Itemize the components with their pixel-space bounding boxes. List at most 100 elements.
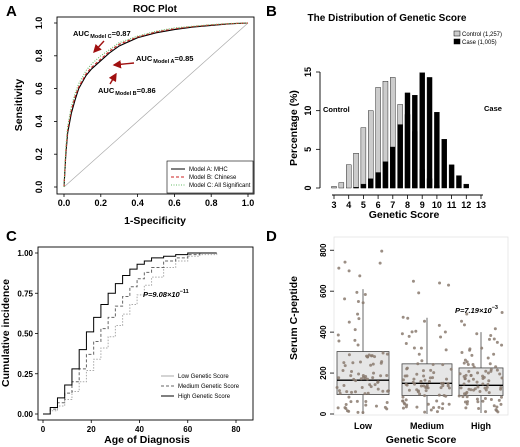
roc-x-ticks: 0.0 0.2 0.4 0.6 0.8 1.0 — [58, 194, 254, 208]
boxplot-point — [439, 335, 443, 339]
boxplot-point — [422, 374, 426, 378]
boxplot-point — [373, 383, 377, 387]
case-bar — [463, 183, 469, 189]
boxplot-point — [465, 402, 469, 406]
case-bar — [360, 183, 367, 189]
boxplot-point — [401, 406, 405, 410]
boxplot-point — [416, 362, 420, 366]
boxplot-point — [356, 312, 360, 316]
boxplot-point — [489, 368, 493, 372]
case-bar — [441, 139, 447, 189]
boxplot-point — [445, 377, 449, 381]
case-bar — [390, 146, 396, 189]
boxplot-point — [489, 398, 493, 402]
boxplot-point — [401, 395, 405, 399]
control-bar — [346, 164, 352, 189]
boxplot-point — [342, 384, 346, 388]
boxplot-point — [423, 410, 427, 414]
boxplot-point — [477, 407, 481, 411]
distribution-x-axis-label: Genetic Score — [369, 209, 440, 221]
boxplot-point — [487, 337, 491, 341]
boxplot-point — [337, 389, 341, 393]
incidence-y-tick-label: 0.25 — [17, 370, 33, 379]
incidence-y-ticks: 0.00 0.25 0.50 0.75 1.00 — [17, 249, 38, 419]
panel-label-a: A — [6, 3, 17, 20]
legend-swatch-control — [453, 30, 461, 37]
case-side-label: Case — [484, 104, 502, 113]
boxplot-point — [350, 369, 354, 373]
incidence-curve-high — [43, 252, 217, 415]
panel-d: D 0 200 400 600 800 Low Medium High Serum C-pe… — [266, 228, 509, 446]
distribution-y-axis-label: Percentage (%) — [288, 90, 300, 166]
boxplot-point — [345, 390, 349, 394]
incidence-legend: Low Genetic Score Medium Genetic Score H… — [161, 374, 240, 400]
incidence-y-tick-label: 0.75 — [17, 289, 33, 298]
incidence-x-tick-label: 0 — [41, 425, 46, 434]
boxplot-point — [336, 406, 340, 410]
boxplot-point — [485, 385, 489, 389]
boxplot-point — [432, 371, 436, 375]
boxplot-point — [441, 384, 445, 388]
legend-label-model-a: Model A: MHC — [189, 167, 228, 173]
boxplot-point — [481, 382, 485, 386]
roc-y-tick-label: 0.2 — [34, 148, 44, 161]
boxplot-point — [500, 311, 504, 315]
boxplot-point — [406, 316, 410, 320]
roc-x-axis-label: 1-Specificity — [124, 215, 186, 227]
boxplot-point — [495, 368, 499, 372]
roc-x-tick-label: 0.8 — [205, 198, 218, 208]
boxplot-point — [467, 369, 471, 373]
boxplot-point — [417, 291, 421, 295]
panel-b: B The Distribution of Genetic Score 0 5 10… — [266, 3, 502, 221]
boxplot-point — [470, 353, 474, 357]
boxplot-point — [467, 387, 471, 391]
control-bar — [360, 127, 367, 189]
boxplot-point — [437, 405, 441, 409]
distribution-x-tick-label: 10 — [432, 200, 442, 210]
boxplot-point — [419, 384, 423, 388]
incidence-y-tick-label: 0.50 — [17, 330, 33, 339]
boxplot-y-tick-label: 400 — [319, 325, 328, 339]
boxplot-y-tick-label: 200 — [319, 366, 328, 380]
incidence-x-tick-label: 80 — [232, 425, 241, 434]
roc-y-tick-label: 0.8 — [34, 50, 44, 63]
boxplot-point — [347, 395, 351, 399]
legend-swatch-case — [453, 38, 461, 45]
legend-label-model-b: Model B: Chinese — [189, 175, 237, 181]
boxplot-point — [499, 395, 503, 399]
boxplot-point — [401, 315, 405, 319]
legend-label-high: High Genetic Score — [178, 394, 231, 400]
boxplot-point — [366, 391, 370, 395]
boxplot-point — [415, 388, 419, 392]
panel-c: C 0 20 40 60 80 0.00 0.25 0.50 0.75 1.00 Age of … — [0, 228, 254, 446]
boxplot-category-high: High — [471, 421, 491, 431]
boxplot-point — [429, 408, 433, 412]
boxplot-point — [472, 388, 476, 392]
boxplot-point — [379, 361, 383, 365]
roc-curve-model-c — [63, 22, 249, 188]
boxplot-point — [498, 372, 502, 376]
panel-label-d: D — [266, 228, 277, 245]
boxplot-point — [475, 380, 479, 384]
incidence-x-axis-label: Age of Diagnosis — [104, 434, 190, 446]
boxplot-point — [347, 353, 351, 357]
boxplot-point — [347, 320, 351, 324]
boxplot-point — [412, 377, 416, 381]
boxplot-point — [460, 319, 464, 323]
case-bar — [426, 77, 433, 189]
control-bar — [338, 182, 345, 189]
boxplot-point — [472, 365, 476, 369]
distribution-y-tick-label: 10 — [303, 106, 313, 116]
boxplot-point — [383, 405, 387, 409]
boxplot-point — [435, 399, 439, 403]
legend-label-control: Control (1,257) — [462, 32, 502, 38]
boxplot-point — [431, 376, 435, 380]
boxplot-point — [441, 402, 445, 406]
boxplot-point — [424, 385, 428, 389]
incidence-curves — [43, 252, 218, 415]
distribution-x-tick-label: 6 — [376, 200, 381, 210]
boxplot-point — [422, 384, 426, 388]
boxplot-point — [440, 381, 444, 385]
boxplot-point — [421, 369, 425, 373]
distribution-y-tick-label: 0 — [303, 185, 313, 190]
